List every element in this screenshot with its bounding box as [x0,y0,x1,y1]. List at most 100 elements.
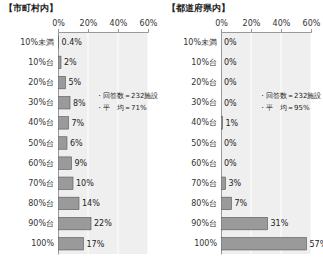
bar [221,137,222,149]
x-tick: 40% [110,19,128,32]
tick-mark [58,29,59,32]
tick-mark [88,29,89,32]
tick-label: 50%台 [28,139,54,148]
bar [221,76,222,88]
tick-label: 80%台 [28,199,54,208]
y-tick: 10%未満 [20,38,58,47]
tick-label: 10%台 [28,58,54,67]
y-tick: 30%台 [28,98,58,107]
bar [221,237,307,249]
tick-mark [251,29,252,32]
tick-label: 20% [243,19,261,28]
tick-label: 60%台 [191,159,217,168]
bar [221,56,222,68]
data-label: 10% [76,179,94,188]
bar [58,96,70,108]
y-tick: 10%台 [191,58,221,67]
axis-line [59,29,149,33]
y-axis: 10%未満10%台20%台30%台40%台50%台60%台70%台80%台90%… [183,33,221,255]
tick-label: 40% [110,19,128,28]
data-label: 7% [72,119,85,128]
x-tick: 0% [52,19,65,32]
data-label: 17% [87,240,105,249]
plot-background [58,32,148,254]
bars [58,36,91,250]
y-tick: 100% [31,239,58,248]
data-label: 0% [224,99,237,108]
tick-label: 20% [80,19,98,28]
data-label: 0% [224,139,237,148]
chart-title: 【都道府県内】 [167,3,230,13]
bar [58,36,59,48]
tick-label: 50%台 [191,139,217,148]
bar [221,197,232,209]
chart-panel: 【都道府県内】 0% 20% 40% 60% 10%未満 10%台 20%台 30%台 40%台 5… [167,3,323,255]
x-tick: 40% [273,19,291,32]
data-label: 14% [82,199,100,208]
data-label: 5% [69,78,82,87]
data-label: 2% [64,58,77,67]
tick-label: 60% [303,19,321,28]
bar [221,177,226,189]
annotation: ・平 均＝71% [96,104,147,112]
y-tick: 50%台 [191,139,221,148]
x-tick: 20% [80,19,98,32]
tick-label: 20%台 [28,78,54,87]
bar [58,237,84,249]
data-label: 31% [271,219,289,228]
y-tick: 50%台 [28,139,58,148]
tick-label: 0% [215,19,228,28]
tick-label: 60% [140,19,158,28]
tick-label: 40%台 [28,118,54,127]
grid-line [118,32,119,254]
y-tick: 70%台 [28,179,58,188]
data-label: 9% [75,159,88,168]
tick-label: 90%台 [28,219,54,228]
x-tick: 60% [140,19,158,32]
tick-label: 40%台 [191,118,217,127]
tick-label: 10%未満 [183,38,217,47]
bar [58,76,66,88]
axis-line [222,29,312,33]
y-tick: 10%未満 [183,38,221,47]
tick-label: 30%台 [191,98,217,107]
bar [221,217,268,229]
bar [221,36,222,48]
tick-label: 60%台 [28,159,54,168]
bars [221,117,307,250]
y-tick: 90%台 [28,219,58,228]
tick-label: 100% [194,239,217,248]
y-tick: 40%台 [28,118,58,127]
data-label: 0% [224,58,237,67]
tick-label: 90%台 [191,219,217,228]
x-axis: 0% 20% 40% 60% [52,19,158,33]
x-tick: 60% [303,19,321,32]
grid-line [148,32,149,254]
chart-title: 【市町村内】 [4,3,58,13]
tick-label: 10%台 [191,58,217,67]
data-label: 1% [226,119,239,128]
tick-mark [221,29,222,32]
tick-label: 70%台 [28,179,54,188]
bar [58,137,67,149]
y-tick: 90%台 [191,219,221,228]
data-label: 8% [73,99,86,108]
tick-label: 30%台 [28,98,54,107]
data-label: 22% [94,219,112,228]
data-label: 57% [310,240,323,249]
tick-mark [311,29,312,32]
bar [58,117,69,129]
bar [58,197,79,209]
tick-label: 100% [31,239,54,248]
bar [221,96,222,108]
data-label: 0.4% [62,38,83,47]
tick-label: 70%台 [191,179,217,188]
bar [221,157,222,169]
y-tick: 20%台 [191,78,221,87]
grid-line [311,32,312,254]
bar [58,177,73,189]
plot-background [221,32,311,254]
tick-mark [148,29,149,32]
y-tick: 30%台 [191,98,221,107]
chart-panel: 【市町村内】 0% 20% 40% 60% 10%未満 10%台 20%台 30%台 40%台 50… [4,3,158,255]
